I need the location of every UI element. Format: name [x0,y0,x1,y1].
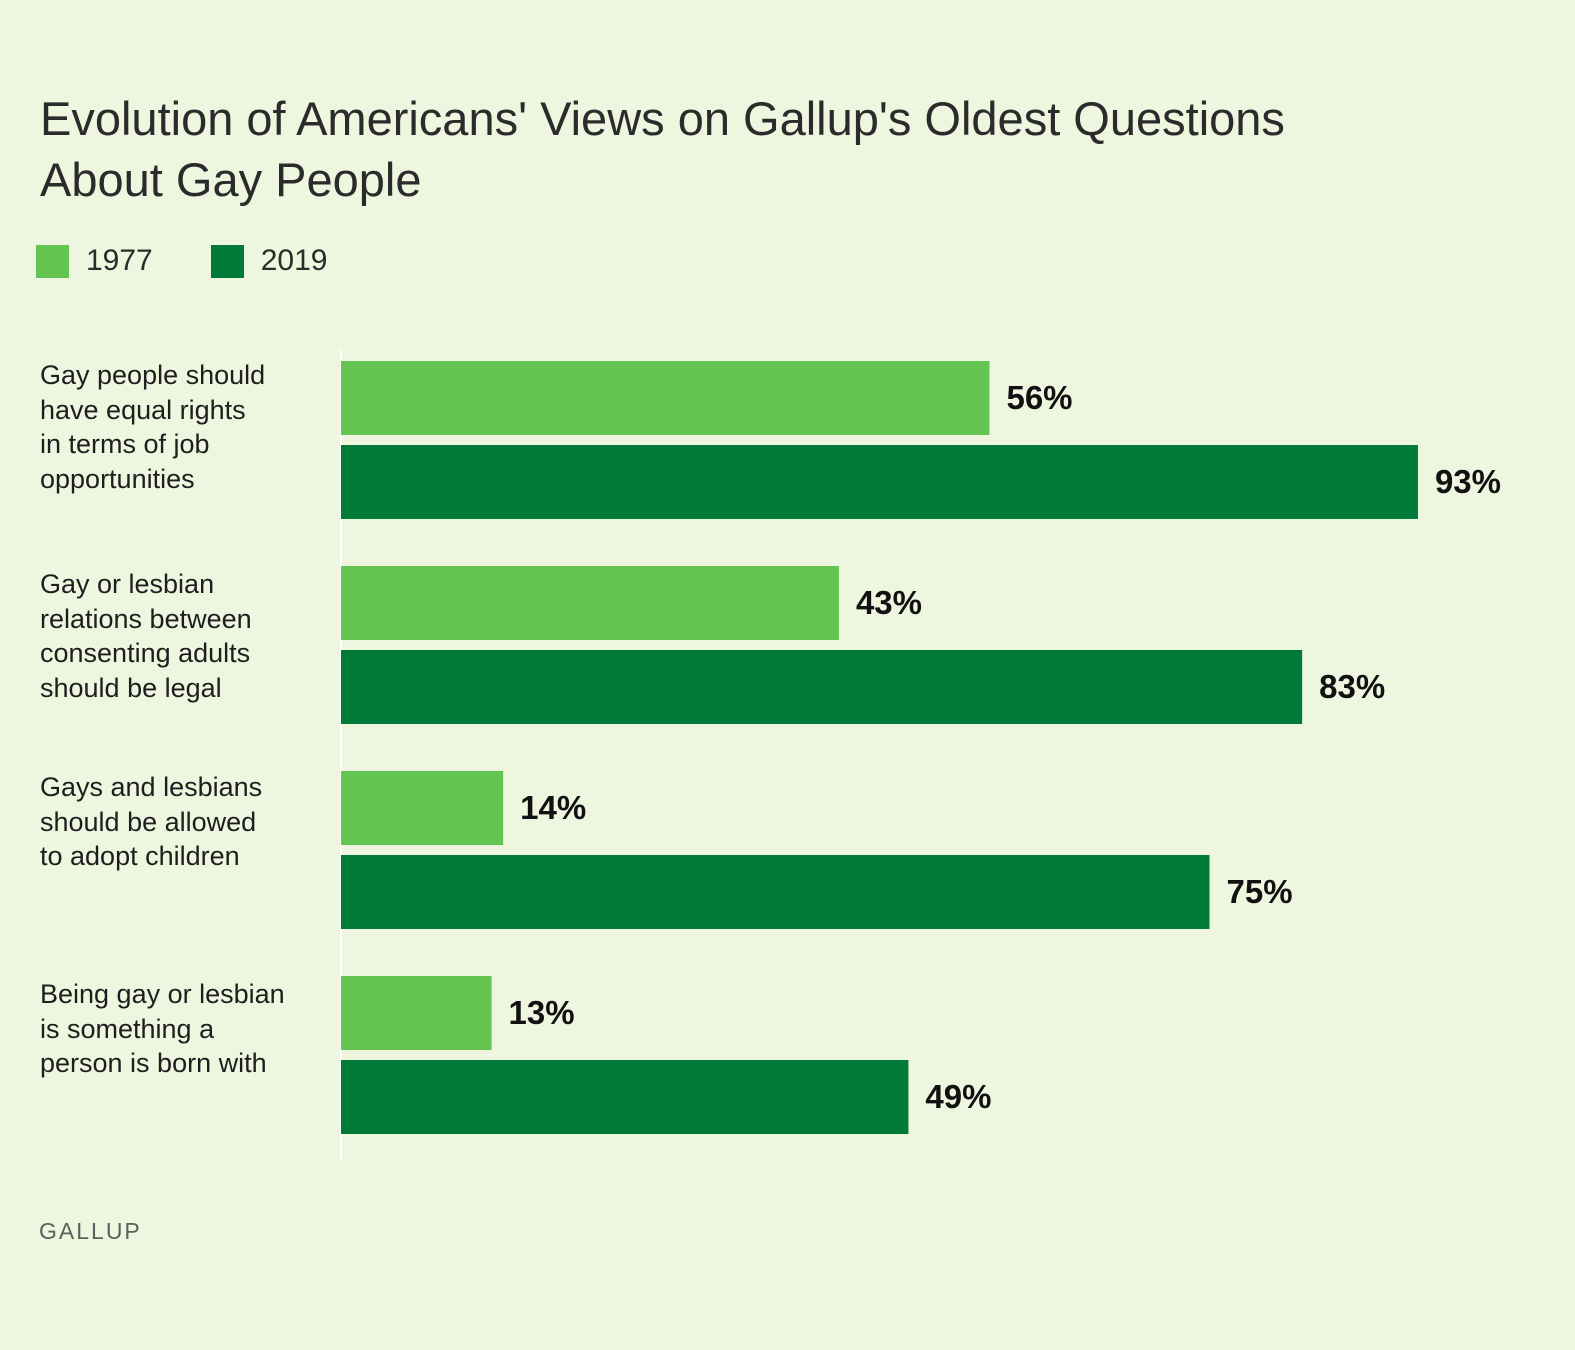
data-label: 49% [925,1078,991,1115]
legend-label-1977: 1977 [86,244,153,277]
category-label: Gay people should have equal rights in t… [40,360,266,494]
legend-item-2019: 2019 [210,244,328,278]
legend-swatch-2019 [210,244,244,278]
bar-1977 [341,361,990,435]
category-label: Gays and lesbians should be allowed to a… [40,772,263,871]
bar-1977 [341,976,492,1050]
category-label: Gay or lesbian relations between consent… [40,569,252,703]
bar-1977 [341,566,839,640]
legend-swatch-1977 [36,244,69,278]
legend-label-2019: 2019 [260,244,328,277]
category-label: Being gay or lesbian is something a pers… [40,979,285,1078]
chart-title: Evolution of Americans' Views on Gallup'… [40,92,1285,206]
data-label: 13% [509,994,575,1031]
bar-2019 [341,1060,909,1134]
data-label: 43% [856,584,922,621]
legend: 1977 2019 [36,244,386,278]
data-label: 93% [1435,463,1501,500]
bar-2019 [341,445,1418,519]
legend-item-1977: 1977 [36,244,153,278]
data-label: 14% [520,789,586,826]
bar-2019 [341,650,1303,724]
data-label: 56% [1006,379,1072,416]
source-logo-text: GALLUP [39,1218,142,1244]
data-label: 83% [1319,668,1385,705]
bar-2019 [341,855,1210,929]
bar-1977 [341,771,504,845]
data-label: 75% [1227,873,1293,910]
